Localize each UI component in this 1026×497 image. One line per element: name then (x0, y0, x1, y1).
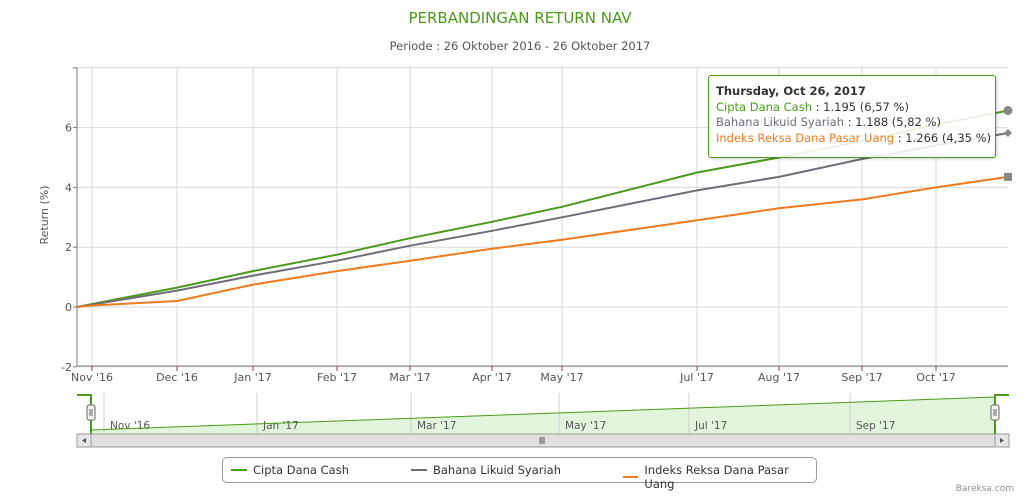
x-tick-label: May '17 (540, 371, 583, 384)
tooltip: Thursday, Oct 26, 2017 Cipta Dana Cash :… (708, 75, 996, 158)
legend: Cipta Dana Cash Bahana Likuid Syariah In… (222, 457, 817, 491)
navigator-tick-label: Jan '17 (262, 420, 299, 432)
scrollbar-thumb[interactable] (90, 433, 996, 448)
x-tick-label: Nov '16 (71, 371, 113, 384)
legend-item-indeks-reksa-dana[interactable]: Indeks Reksa Dana Pasar Uang (623, 463, 816, 491)
y-axis-label: Return (%) (38, 185, 51, 244)
navigator-tick-label: Mar '17 (417, 420, 456, 432)
tooltip-series-name: Cipta Dana Cash (716, 99, 812, 114)
y-tick-label: -2 (61, 361, 72, 374)
legend-label: Cipta Dana Cash (253, 463, 349, 477)
legend-line-icon (231, 469, 247, 471)
tooltip-value: : 1.188 (5,82 %) (844, 115, 941, 129)
navigator-area (91, 397, 995, 434)
x-tick-label: Oct '17 (916, 371, 956, 384)
hover-marker-square-icon (1004, 172, 1012, 181)
tooltip-date: Thursday, Oct 26, 2017 (716, 84, 866, 98)
tooltip-series-name: Indeks Reksa Dana Pasar Uang (716, 130, 895, 145)
tooltip-value: : 1.195 (6,57 %) (812, 99, 909, 114)
legend-label: Indeks Reksa Dana Pasar Uang (644, 463, 789, 491)
grip-icon (539, 437, 545, 444)
grip-icon (89, 409, 93, 416)
navigator-outline-left (77, 394, 92, 434)
hover-marker-diamond-icon (1004, 128, 1012, 137)
navigator-tick-label: Nov '16 (110, 420, 150, 432)
navigator-tick-label: Jul '17 (694, 420, 727, 432)
navigator-outline-right (994, 394, 1009, 434)
chart-title: PERBANDINGAN RETURN NAV (408, 9, 632, 27)
x-tick-label: Aug '17 (758, 371, 800, 384)
credit-link[interactable]: Bareksa.com (955, 484, 1014, 494)
grip-icon (993, 409, 997, 416)
x-tick-label: Mar '17 (389, 371, 430, 384)
x-tick-label: Apr '17 (472, 371, 512, 384)
hover-marker-circle-icon (1003, 106, 1013, 116)
legend-line-icon (411, 469, 427, 471)
navigator-tick-label: May '17 (565, 420, 606, 432)
legend-label: Bahana Likuid Syariah (433, 463, 562, 477)
y-tick-label: 6 (65, 122, 72, 135)
x-tick-label: Jul '17 (679, 371, 714, 384)
arrow-left-icon (82, 438, 86, 443)
legend-item-bahana-likuid-syariah[interactable]: Bahana Likuid Syariah (411, 463, 561, 477)
y-tick-label: 4 (65, 181, 72, 194)
series-line-1 (76, 132, 1009, 308)
series-line-2 (76, 175, 1009, 308)
navigator-series-line (90, 396, 996, 431)
navigator-handle-right[interactable] (990, 404, 1000, 421)
tooltip-series-name: Bahana Likuid Syariah (716, 115, 845, 129)
y-tick-label: 0 (65, 301, 72, 314)
legend-line-icon (623, 476, 639, 478)
x-tick-label: Feb '17 (317, 371, 357, 384)
navigator-handle-left[interactable] (86, 404, 96, 421)
legend-item-cipta-dana-cash[interactable]: Cipta Dana Cash (231, 463, 349, 477)
x-tick-label: Jan '17 (233, 371, 271, 384)
x-tick-label: Dec '16 (156, 371, 198, 384)
tooltip-value: : 1.266 (4,35 %) (894, 130, 992, 145)
y-tick-label: 2 (65, 241, 72, 254)
arrow-right-icon (1000, 438, 1004, 443)
chart-subtitle: Periode : 26 Oktober 2016 - 26 Oktober 2… (390, 39, 651, 53)
navigator-tick-label: Sep '17 (856, 420, 895, 432)
x-tick-label: Sep '17 (841, 371, 882, 384)
